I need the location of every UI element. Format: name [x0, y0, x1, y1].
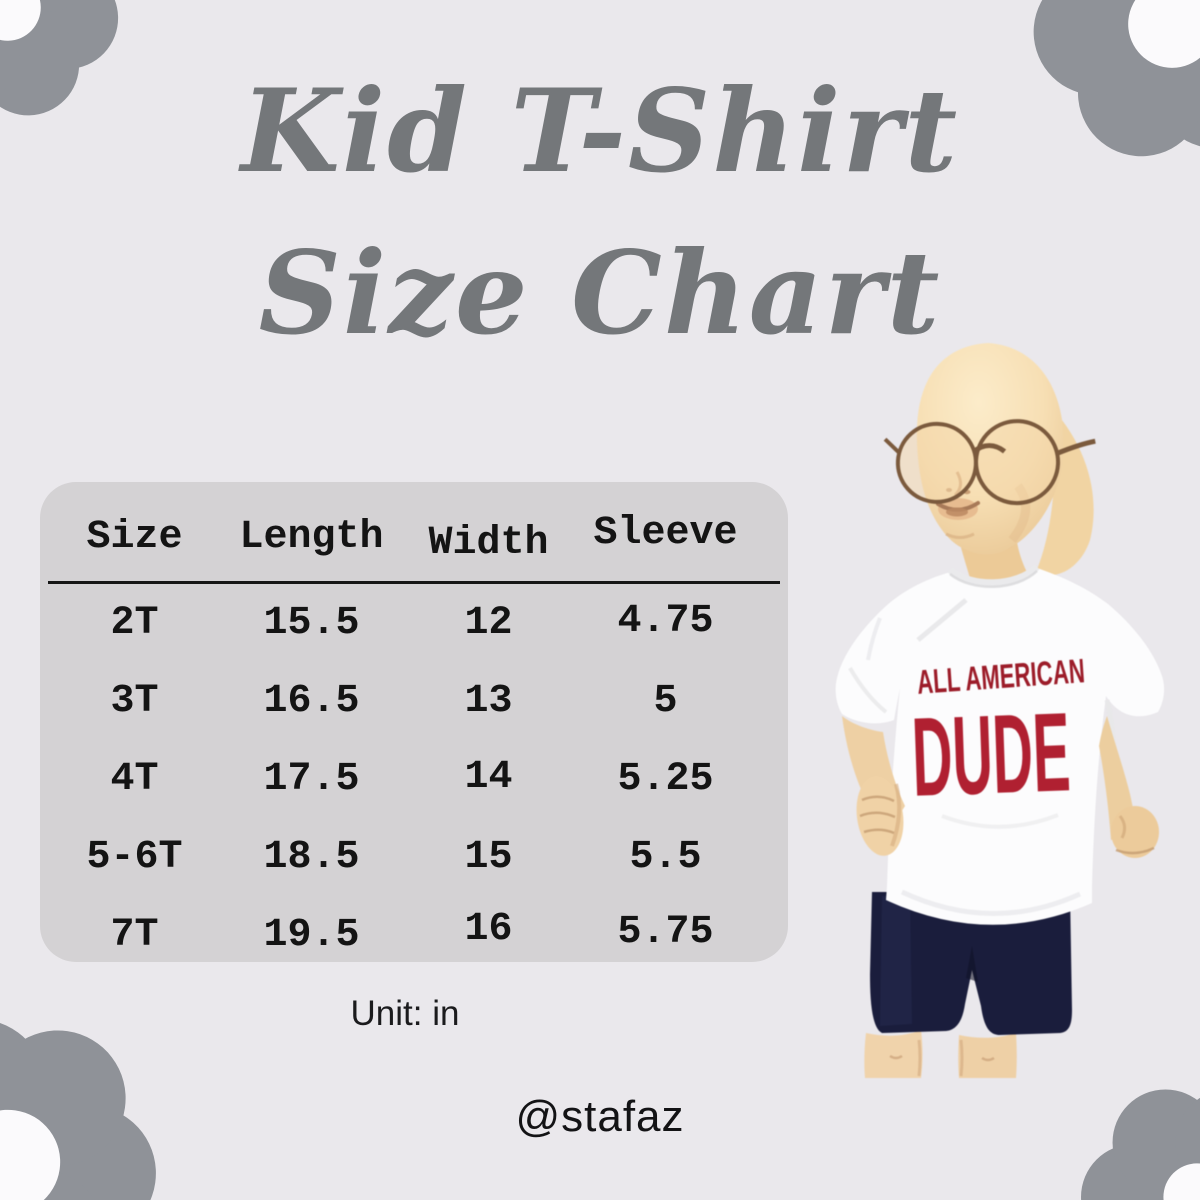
kid-arms — [842, 716, 1159, 858]
kid-legs — [864, 1030, 1017, 1078]
page-title: Kid T-Shirt Size Chart — [0, 50, 1200, 374]
column-header-width: Width — [428, 521, 549, 566]
kid-shorts — [870, 892, 1072, 1035]
flower-center — [1128, 0, 1200, 68]
flower-icon — [1033, 0, 1200, 157]
sleeve-cell: 5 — [653, 678, 678, 724]
size-table: Size Length Width Sleeve 2T 15.5 12 4.75… — [40, 482, 788, 962]
sleeve-cell: 4.75 — [617, 598, 714, 644]
table-header-row: Size Length Width Sleeve — [40, 482, 788, 581]
column-header-size: Size — [86, 515, 183, 560]
width-cell: 14 — [464, 754, 513, 800]
flower-icon — [1081, 1089, 1200, 1200]
flower-icon — [0, 1019, 156, 1200]
table-body: 2T 15.5 12 4.75 3T 16.5 13 5 4T 17.5 14 … — [40, 584, 788, 974]
sleeve-cell: 5.25 — [617, 756, 714, 802]
left-fist — [856, 776, 904, 856]
flower-petals — [1081, 1089, 1200, 1200]
width-cell: 15 — [464, 834, 513, 880]
length-cell: 18.5 — [263, 834, 360, 880]
toddler-photo: ALL AMERICAN DUDE — [835, 343, 1165, 1078]
flower-center — [1163, 1163, 1200, 1200]
length-cell: 19.5 — [263, 912, 360, 958]
size-cell: 7T — [110, 912, 159, 958]
kid-tshirt: ALL AMERICAN DUDE — [835, 564, 1165, 925]
flower-center — [0, 0, 41, 41]
flower-icon — [0, 0, 119, 116]
sleeve-cell: 5.5 — [629, 834, 702, 880]
sunglasses — [883, 419, 1096, 506]
collar — [947, 564, 1040, 587]
table-header-divider — [48, 581, 780, 584]
title-line-1: Kid T-Shirt — [240, 64, 960, 198]
sleeve-cell: 5.75 — [617, 909, 714, 955]
title-line-2: Size Chart — [258, 226, 942, 360]
shirt-text-line2: DUDE — [910, 689, 1072, 819]
length-cell: 16.5 — [263, 678, 360, 724]
size-cell: 5-6T — [86, 834, 183, 880]
width-cell: 13 — [464, 678, 513, 724]
column-header-sleeve: Sleeve — [593, 511, 738, 556]
size-cell: 4T — [110, 756, 159, 802]
length-cell: 17.5 — [263, 756, 360, 802]
author-handle: @stafaz — [515, 1092, 685, 1141]
width-cell: 12 — [464, 600, 513, 646]
width-cell: 16 — [464, 906, 513, 952]
flower-center — [0, 1109, 61, 1200]
size-cell: 2T — [110, 600, 159, 646]
size-cell: 3T — [110, 678, 159, 724]
column-header-length: Length — [239, 515, 384, 560]
length-cell: 15.5 — [263, 600, 360, 646]
kid-head — [883, 343, 1096, 582]
unit-label: Unit: in — [350, 994, 460, 1033]
